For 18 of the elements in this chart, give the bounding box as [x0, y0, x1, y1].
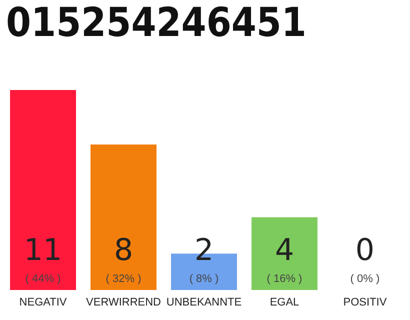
x-tick-label: POSITIV [343, 296, 388, 308]
bar [251, 217, 318, 290]
annotation: ( 8% ) [189, 273, 219, 285]
data-label: 11 [24, 233, 62, 268]
x-tick-label: VERWIRREND [86, 296, 162, 308]
x-tick-label: UNBEKANNTE [166, 296, 242, 308]
x-tick-label: NEGATIV [19, 296, 68, 308]
data-label: 8 [114, 233, 134, 268]
bar [10, 90, 76, 290]
annotation: ( 0% ) [350, 273, 380, 285]
data-label: 0 [355, 233, 375, 268]
annotation: ( 16% ) [266, 273, 302, 285]
data-label: 4 [274, 233, 294, 268]
annotation: ( 32% ) [106, 273, 142, 285]
bar [90, 144, 157, 290]
chart-title: 015254246451 [6, 0, 306, 46]
x-tick-label: EGAL [270, 296, 300, 308]
annotation: ( 44% ) [25, 273, 61, 285]
